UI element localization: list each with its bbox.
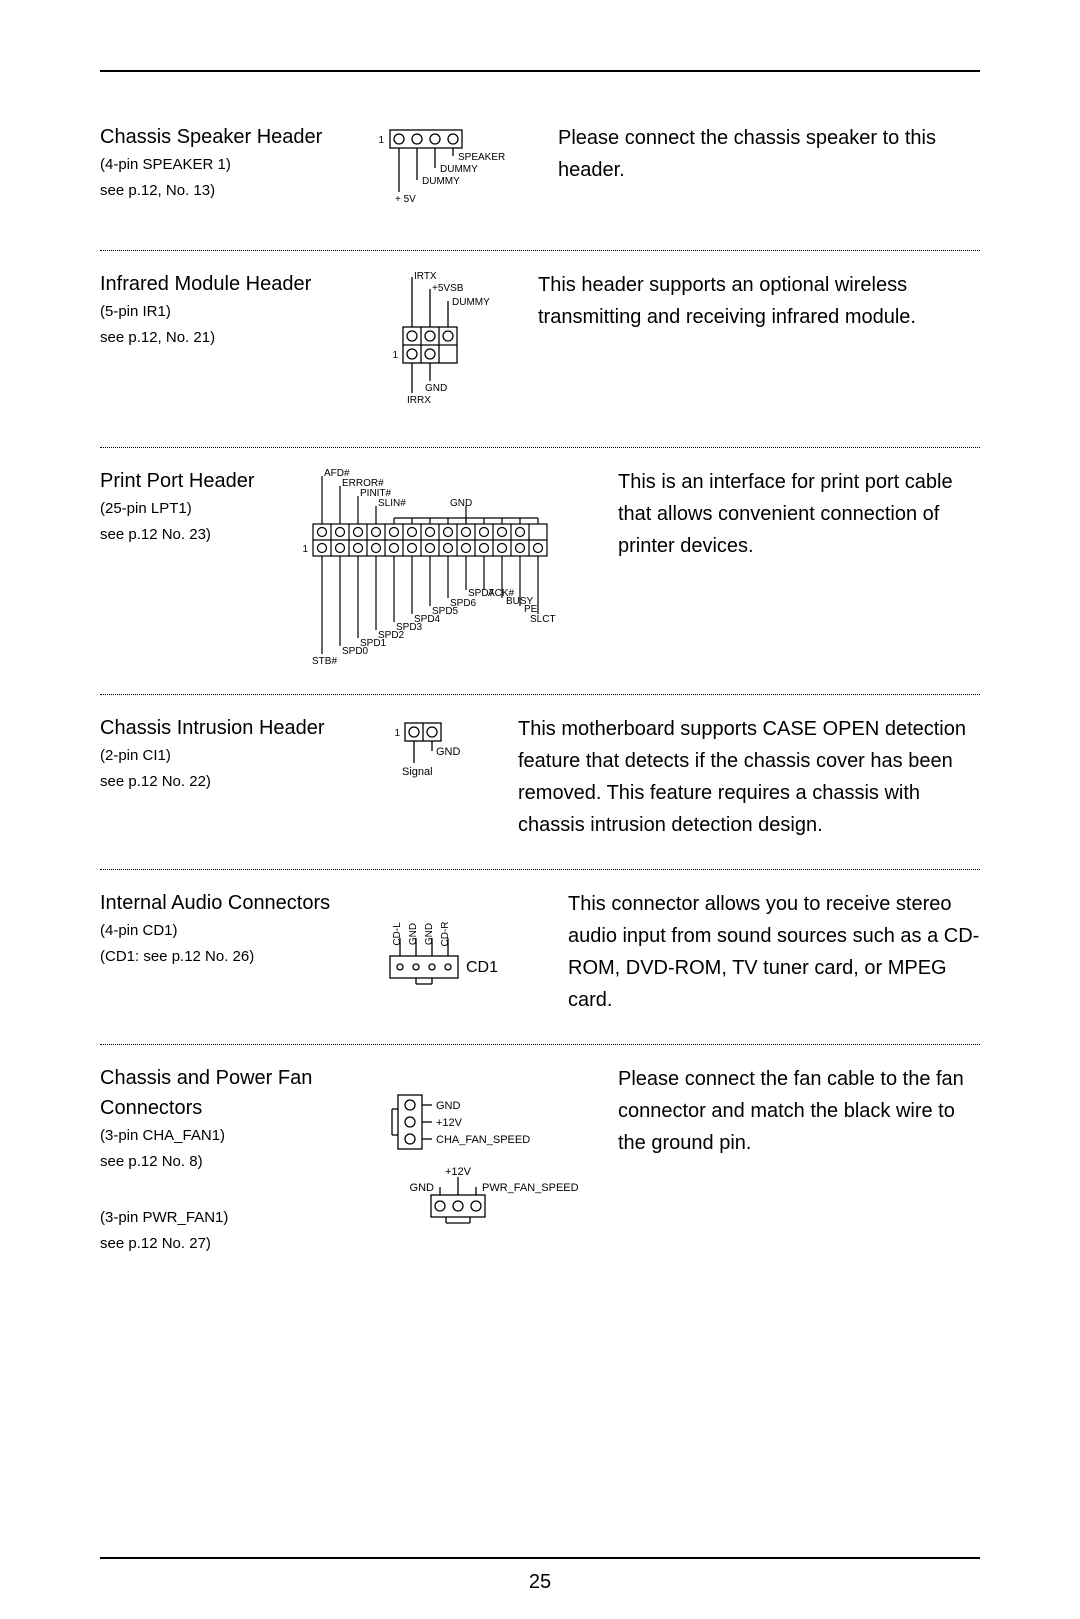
svg-text:GND: GND	[424, 923, 435, 945]
header-title: Internal Audio Connectors	[100, 888, 360, 918]
bottom-rule	[100, 1557, 980, 1559]
page-number: 25	[0, 1571, 1080, 1594]
svg-text:GND: GND	[410, 1182, 435, 1194]
svg-text:SLIN#: SLIN#	[378, 498, 406, 509]
svg-text:GND: GND	[425, 383, 447, 394]
left-col: Chassis Speaker Header (4-pin SPEAKER 1)…	[100, 122, 360, 222]
svg-text:CD1: CD1	[466, 959, 498, 976]
section-chassis-intrusion: Chassis Intrusion Header (2-pin CI1) see…	[100, 713, 980, 870]
page-content: Chassis Speaker Header (4-pin SPEAKER 1)…	[0, 0, 1080, 1343]
right-col: Please connect the fan cable to the fan …	[600, 1063, 980, 1257]
left-col: Chassis Intrusion Header (2-pin CI1) see…	[100, 713, 360, 841]
svg-text:+5VSB: +5VSB	[432, 283, 464, 294]
diagram-pwr-fan: +12V GND PWR_FAN_SPEED	[370, 1165, 590, 1235]
svg-text:CD-L: CD-L	[392, 922, 403, 946]
diagram-audio: CD-L GND GND CD-R CD1	[370, 888, 540, 1016]
svg-text:DUMMY: DUMMY	[422, 176, 460, 187]
diagram-cha-fan: GND +12V CHA_FAN_SPEED	[380, 1085, 580, 1165]
section-infrared: Infrared Module Header (5-pin IR1) see p…	[100, 269, 980, 448]
svg-text:CD-R: CD-R	[440, 922, 451, 947]
svg-text:1: 1	[378, 135, 384, 146]
section-print-port: Print Port Header (25-pin LPT1) see p.12…	[100, 466, 980, 695]
svg-text:Signal: Signal	[402, 766, 433, 778]
svg-text:1: 1	[394, 728, 400, 739]
header-title: Chassis Intrusion Header	[100, 713, 360, 743]
right-col: This connector allows you to receive ste…	[550, 888, 980, 1016]
header-sub3: (3-pin PWR_FAN1)	[100, 1205, 360, 1231]
svg-text:DUMMY: DUMMY	[452, 297, 490, 308]
diagram-speaker: 1 SPEAKER DUMMY DUMMY + 5V	[370, 122, 530, 222]
section-internal-audio: Internal Audio Connectors (4-pin CD1) (C…	[100, 888, 980, 1045]
top-rule	[100, 70, 980, 72]
header-sub2: see p.12 No. 22)	[100, 769, 360, 795]
header-sub1: (2-pin CI1)	[100, 743, 360, 769]
header-sub4: see p.12 No. 27)	[100, 1231, 360, 1257]
header-title: Chassis Speaker Header	[100, 122, 360, 152]
header-title: Chassis and Power Fan Connectors	[100, 1063, 360, 1123]
header-sub2: see p.12 No. 23)	[100, 522, 280, 548]
svg-text:IRRX: IRRX	[407, 395, 431, 406]
header-sub2: see p.12, No. 13)	[100, 178, 360, 204]
left-col: Print Port Header (25-pin LPT1) see p.12…	[100, 466, 280, 666]
header-title: Infrared Module Header	[100, 269, 360, 299]
svg-text:SPD6: SPD6	[450, 598, 477, 609]
left-col: Internal Audio Connectors (4-pin CD1) (C…	[100, 888, 360, 1016]
svg-text:+12V: +12V	[436, 1117, 463, 1129]
header-sub1: (3-pin CHA_FAN1)	[100, 1123, 360, 1149]
left-col: Infrared Module Header (5-pin IR1) see p…	[100, 269, 360, 419]
right-col: This header supports an optional wireles…	[520, 269, 980, 419]
header-sub2: see p.12, No. 21)	[100, 325, 360, 351]
header-sub1: (4-pin CD1)	[100, 918, 360, 944]
header-desc: This header supports an optional wireles…	[538, 269, 980, 333]
diagram-print-port: 1 AFD# ERROR# PINIT# SLIN# GND STB# SPD0…	[290, 466, 590, 666]
svg-text:1: 1	[392, 350, 398, 361]
header-desc: Please connect the chassis speaker to th…	[558, 122, 980, 186]
svg-text:PWR_FAN_SPEED: PWR_FAN_SPEED	[482, 1182, 579, 1194]
svg-text:+ 5V: + 5V	[395, 194, 416, 205]
left-col: Chassis and Power Fan Connectors (3-pin …	[100, 1063, 360, 1257]
section-chassis-speaker: Chassis Speaker Header (4-pin SPEAKER 1)…	[100, 122, 980, 251]
svg-text:GND: GND	[436, 746, 461, 758]
right-col: Please connect the chassis speaker to th…	[540, 122, 980, 222]
svg-text:SPEAKER: SPEAKER	[458, 152, 505, 163]
svg-text:DUMMY: DUMMY	[440, 164, 478, 175]
svg-text:GND: GND	[450, 498, 472, 509]
svg-text:IRTX: IRTX	[414, 271, 437, 282]
header-title: Print Port Header	[100, 466, 280, 496]
svg-text:GND: GND	[436, 1100, 461, 1112]
svg-text:+12V: +12V	[445, 1166, 472, 1178]
svg-text:1: 1	[302, 544, 308, 555]
header-desc: Please connect the fan cable to the fan …	[618, 1063, 980, 1159]
svg-text:STB#: STB#	[312, 656, 337, 666]
diagram-intrusion: 1 GND Signal	[370, 713, 490, 841]
right-col: This motherboard supports CASE OPEN dete…	[500, 713, 980, 841]
header-sub2: see p.12 No. 8)	[100, 1149, 360, 1175]
header-sub1: (5-pin IR1)	[100, 299, 360, 325]
diagram-fans: GND +12V CHA_FAN_SPEED +12V GND PWR_FAN_…	[370, 1063, 590, 1257]
header-sub1: (25-pin LPT1)	[100, 496, 280, 522]
svg-text:GND: GND	[408, 923, 419, 945]
diagram-infrared: IRTX +5VSB DUMMY 1 GND IRRX	[370, 269, 510, 419]
header-desc: This connector allows you to receive ste…	[568, 888, 980, 1016]
section-fan: Chassis and Power Fan Connectors (3-pin …	[100, 1063, 980, 1285]
header-sub2: (CD1: see p.12 No. 26)	[100, 944, 360, 970]
header-desc: This is an interface for print port cabl…	[618, 466, 980, 562]
header-desc: This motherboard supports CASE OPEN dete…	[518, 713, 980, 841]
svg-text:SLCT: SLCT	[530, 614, 556, 625]
header-sub1: (4-pin SPEAKER 1)	[100, 152, 360, 178]
right-col: This is an interface for print port cabl…	[600, 466, 980, 666]
svg-text:CHA_FAN_SPEED: CHA_FAN_SPEED	[436, 1134, 530, 1146]
